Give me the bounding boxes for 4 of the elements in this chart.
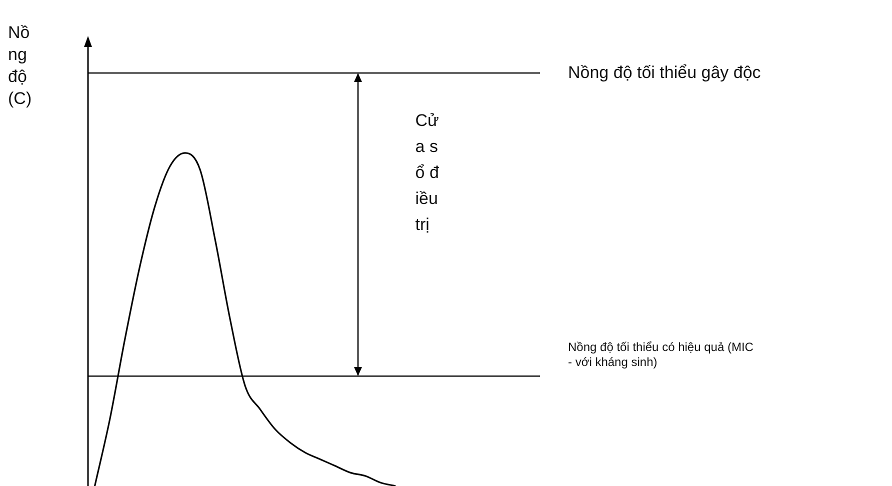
text: Cửa sổ điều trị [415, 110, 440, 236]
y-axis-title: Nồng độ (C) [8, 22, 33, 110]
ref-line-label: Nồng độ tối thiểu có hiệu quả (MIC - với kháng sinh) [568, 340, 754, 370]
ref-line-label: Nồng độ tối thiểu gây độc [568, 63, 761, 84]
